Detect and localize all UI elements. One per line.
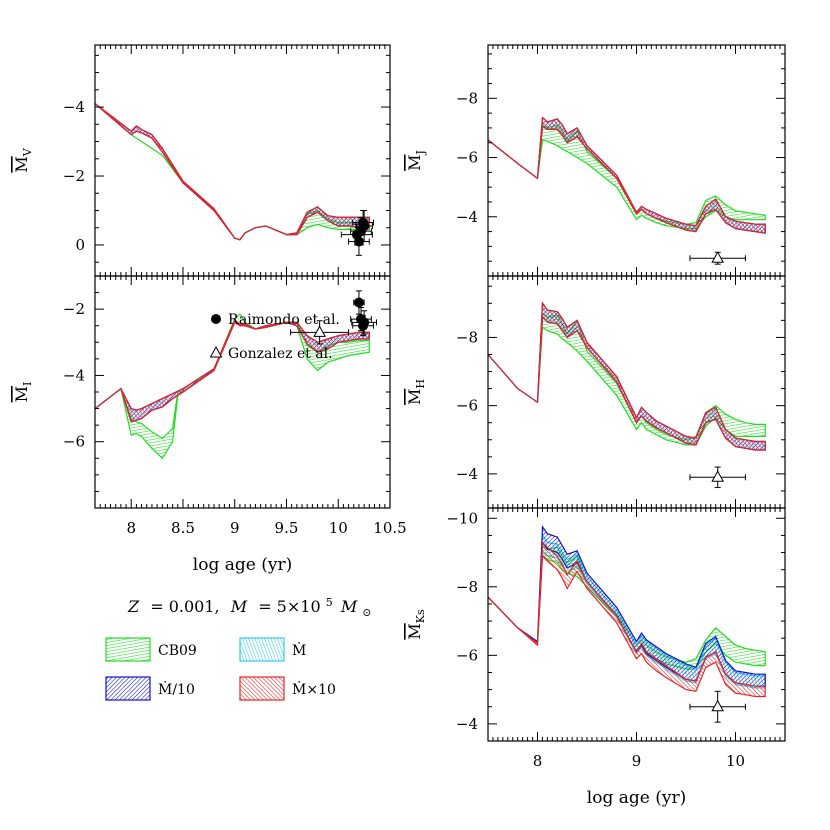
caption-m-value: = 5×10 [258, 597, 320, 616]
marker-legend-label-0: Raimondo et al. [228, 312, 340, 328]
band-MKs-Mdot_div10 [488, 525, 766, 687]
xtick-MI-5: 10.5 [373, 519, 406, 537]
ylabel-MI: MI [12, 382, 34, 403]
raimondo-legend-icon [211, 314, 221, 324]
gonzalez-point-MKs-0 [689, 690, 746, 723]
caption-exponent: 5 [326, 596, 333, 609]
frame-MV [94, 44, 391, 277]
ytick-MH-1: −6 [456, 397, 478, 415]
raimondo-point-MI-0 [353, 290, 365, 315]
band-MI-Mdot [95, 319, 370, 423]
caption-msun: M [340, 597, 358, 616]
xlabel-MI: log age (yr) [193, 555, 292, 575]
xtick-MKs-1: 9 [632, 752, 642, 770]
legend-swatch-CB09 [105, 637, 151, 662]
xtick-MI-4: 10 [329, 519, 348, 537]
gonzalez-legend-icon [209, 345, 223, 358]
band-MJ-Mdot_x10 [488, 116, 766, 234]
marker-legend-label-1: Gonzalez et al. [228, 346, 333, 362]
ytick-MH-0: −8 [456, 328, 478, 346]
panel-MV: −4 −2 0 MV [12, 44, 391, 277]
legend-label-Mdot_div10: Ṁ/10 [158, 680, 195, 698]
raimondo-point-MV-3 [340, 223, 373, 246]
band-MH-Mdot_x10 [488, 301, 766, 451]
band-MV-Mdot_x10 [95, 103, 370, 241]
panel-MJ: −8 −6 −4 MJ [405, 44, 786, 277]
ylabel-main-MV: M [12, 156, 31, 172]
panel-MKs: −10 −8 −6 −4 8 9 10 log age (yr) MKs [405, 507, 786, 808]
band-MKs-CB09 [488, 544, 766, 670]
caption-z: Z [127, 597, 140, 616]
legend-label-CB09: CB09 [158, 643, 197, 659]
gonzalez-point-MI-4 [290, 320, 350, 345]
panel-MH: −8 −6 −4 MH [405, 275, 786, 509]
ytick-MV-1: −2 [63, 167, 85, 185]
ytick-MV-0: −4 [63, 98, 85, 116]
frame-MI [94, 275, 391, 509]
legend-swatch-Mdot_div10 [105, 676, 151, 701]
svg-text:Z = 0.001, M: Z = 0.001, M = 5×10 5 M ⊙ [127, 591, 372, 619]
ylabel-sub-MV: V [21, 147, 34, 157]
raimondo-point-MI-3 [352, 315, 374, 337]
ylabel-sub-MH: H [414, 379, 427, 389]
band-MI-CB09 [95, 313, 370, 460]
ytick-MJ-0: −8 [456, 89, 478, 107]
ylabel-sub-MKs: Ks [414, 609, 427, 623]
xtick-MI-3: 9.5 [275, 519, 299, 537]
caption-z-value: = 0.001, [150, 597, 219, 616]
raimondo-point-MV-4 [352, 209, 374, 236]
ytick-MKs-1: −8 [456, 578, 478, 596]
frame-MH [487, 275, 786, 509]
frame-MJ [487, 44, 786, 277]
ytick-MKs-3: −4 [456, 715, 478, 733]
ylabel-main-MJ: M [405, 155, 424, 171]
model-caption: Z = 0.001, M = 5×10 5 M ⊙ [127, 591, 372, 619]
ylabel-sub-MJ: J [414, 150, 427, 155]
band-MI-Mdot_x10 [95, 319, 370, 423]
xtick-MKs-0: 8 [533, 752, 543, 770]
ytick-MKs-0: −10 [446, 509, 478, 527]
xtick-MI-0: 8 [126, 519, 136, 537]
gonzalez-point-MJ-0 [689, 251, 746, 265]
xtick-MKs-2: 10 [726, 752, 745, 770]
legend-swatch-Mdot_x10 [239, 676, 285, 701]
ylabel-main-MH: M [405, 389, 424, 405]
xtick-MI-2: 9 [230, 519, 240, 537]
ylabel-MH: MH [405, 379, 427, 405]
legend-label-Mdot_x10: Ṁ×10 [292, 680, 336, 698]
ytick-MI-0: −6 [63, 433, 85, 451]
panel-MI: −6 −4 −2 8 8.5 9 9.5 10 10.5 log age (yr) MI [12, 275, 407, 575]
xtick-MI-1: 8.5 [171, 519, 195, 537]
ylabel-main-MI: M [12, 386, 31, 402]
caption-m: M [230, 597, 248, 616]
ytick-MI-2: −2 [63, 300, 85, 318]
xlabel-MKs: log age (yr) [587, 788, 686, 808]
ytick-MI-1: −4 [63, 366, 85, 384]
band-MKs-Mdot_x10 [488, 540, 766, 698]
legend: CB09 Ṁ Ṁ/10 Ṁ×10 [105, 637, 336, 701]
caption-sun-symbol: ⊙ [362, 606, 371, 619]
ytick-MKs-2: −6 [456, 646, 478, 664]
ytick-MH-2: −4 [456, 465, 478, 483]
ylabel-MV: MV [12, 147, 34, 172]
ylabel-MJ: MJ [405, 150, 427, 171]
ylabel-MKs: MKs [405, 609, 427, 640]
gonzalez-point-MH-0 [689, 466, 746, 489]
ylabel-main-MKs: M [405, 623, 424, 639]
ytick-MJ-1: −6 [456, 149, 478, 167]
ytick-MV-2: 0 [75, 236, 85, 254]
ytick-MJ-2: −4 [456, 208, 478, 226]
band-MI-Mdot_div10 [95, 319, 370, 423]
legend-label-Mdot: Ṁ [292, 641, 306, 659]
frame-MKs [487, 507, 786, 742]
ylabel-sub-MI: I [21, 382, 34, 386]
marker-legend: Raimondo et al. Gonzalez et al. [209, 312, 340, 362]
legend-swatch-Mdot [239, 637, 285, 662]
